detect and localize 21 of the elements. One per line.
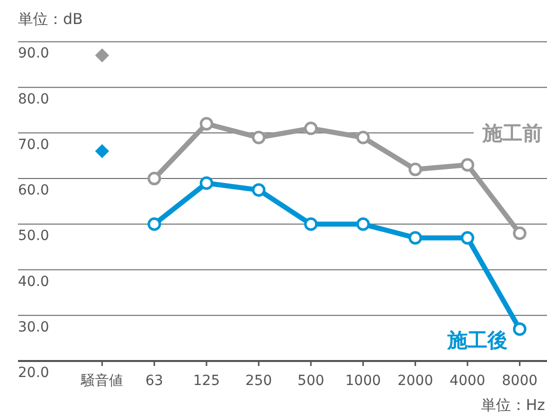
y-tick-label: 60.0 xyxy=(18,182,50,199)
x-tick-label: 1000 xyxy=(345,373,381,389)
y-tick-label: 70.0 xyxy=(18,136,50,153)
y-tick-label: 30.0 xyxy=(18,319,50,336)
y-tick-label: 80.0 xyxy=(18,91,50,108)
y-tick-label: 20.0 xyxy=(18,365,50,381)
series-label: 施工前 xyxy=(482,120,543,145)
y-tick-label: 40.0 xyxy=(18,274,50,290)
x-tick-label: 4000 xyxy=(450,373,486,389)
x-tick-label: 500 xyxy=(298,373,324,389)
series-label: 施工後 xyxy=(446,328,508,352)
text: 単位：Hz xyxy=(480,396,546,414)
x-tick-label: 250 xyxy=(245,373,272,389)
x-tick-label: 2000 xyxy=(397,373,434,389)
x-tick-label: 125 xyxy=(193,373,220,389)
x-tick-label: 63 xyxy=(145,373,164,389)
text: 単位：dB xyxy=(18,10,83,28)
y-tick-label: 90.0 xyxy=(18,46,50,62)
y-tick-label: 50.0 xyxy=(18,228,50,244)
x-tick-label: 騒音値 xyxy=(80,373,124,389)
x-tick-label: 8000 xyxy=(502,373,538,389)
